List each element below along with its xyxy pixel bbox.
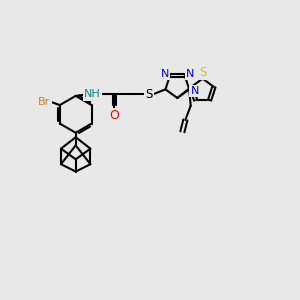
- Text: S: S: [199, 66, 206, 79]
- Text: S: S: [146, 88, 153, 101]
- Text: N: N: [160, 69, 169, 79]
- Text: N: N: [190, 86, 199, 96]
- Text: NH: NH: [84, 89, 100, 99]
- Text: N: N: [186, 69, 194, 79]
- Text: Br: Br: [38, 97, 50, 107]
- Text: O: O: [110, 109, 119, 122]
